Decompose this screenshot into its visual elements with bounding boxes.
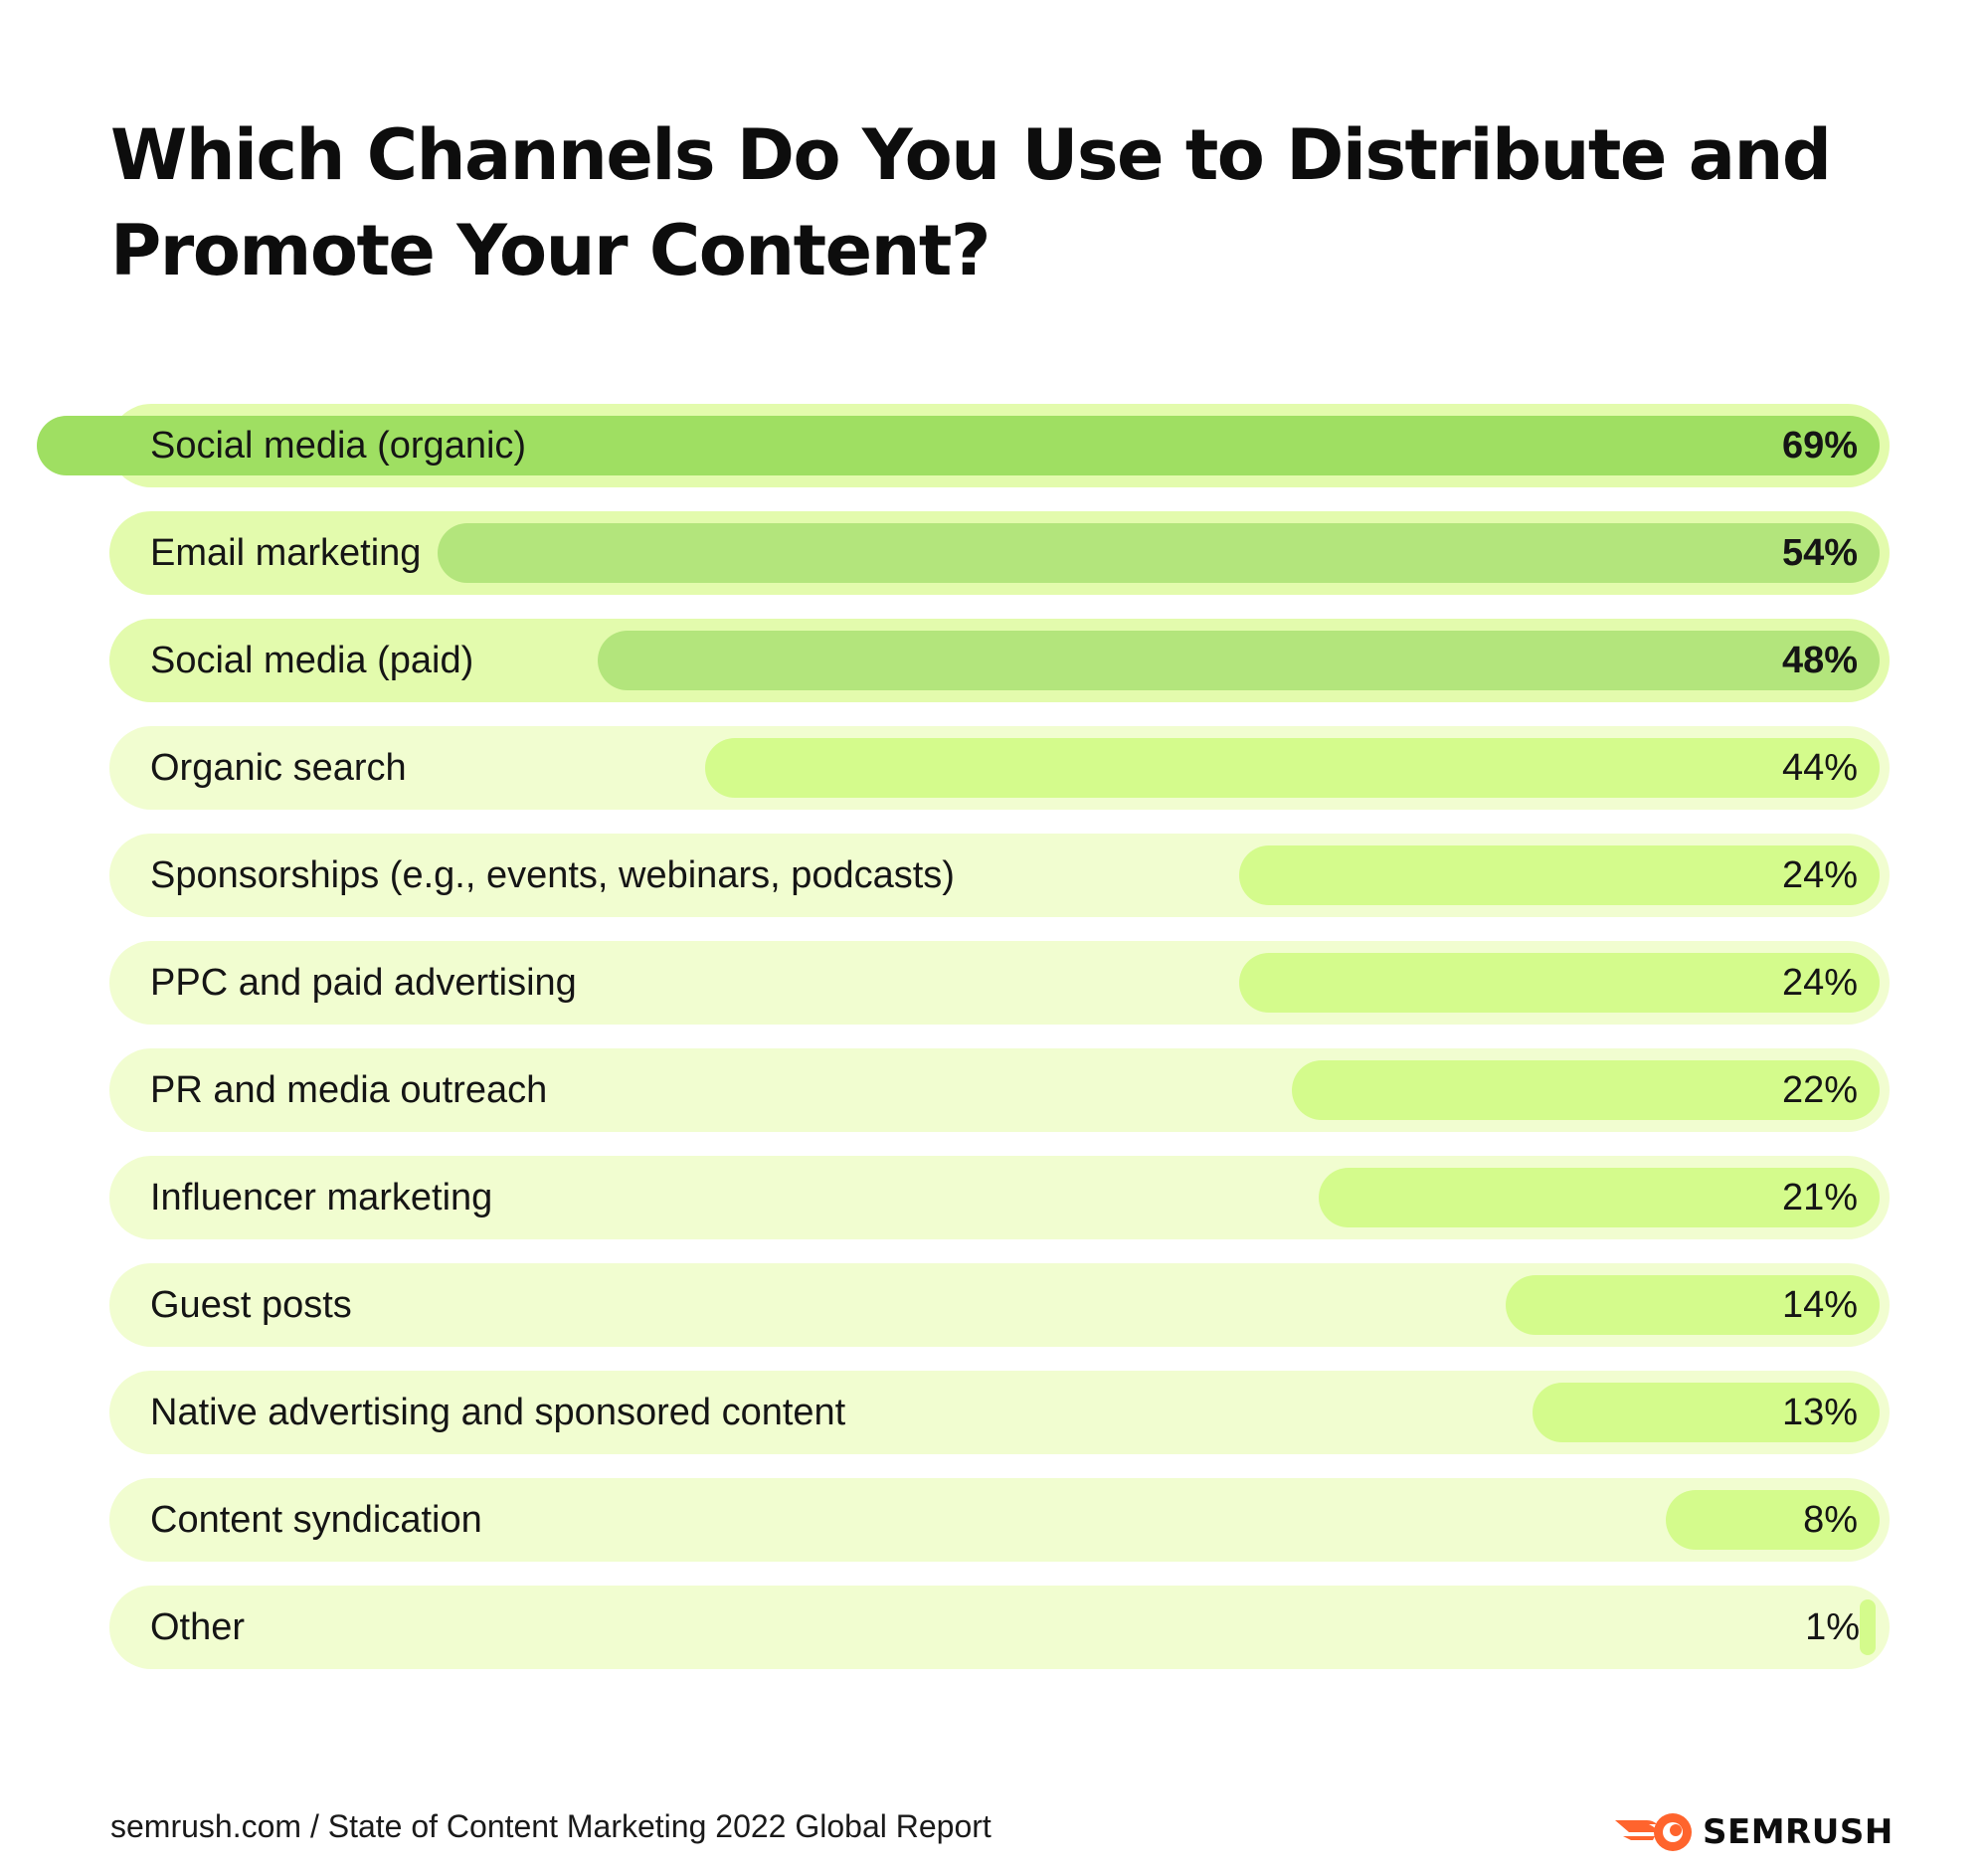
chart-bar (1860, 1599, 1876, 1655)
category-label: Social media (paid) (150, 640, 474, 681)
category-label: Organic search (150, 747, 407, 789)
value-label: 22% (1781, 1069, 1858, 1111)
value-label: 8% (1803, 1499, 1858, 1541)
chart-row: Organic search 44% (109, 726, 1890, 810)
chart-bar (705, 738, 1880, 798)
chart-row: Native advertising and sponsored content… (109, 1371, 1890, 1454)
value-label: 44% (1781, 747, 1858, 789)
category-label: Guest posts (150, 1284, 352, 1326)
chart-row: PR and media outreach 22% (109, 1048, 1890, 1132)
category-label: Other (150, 1606, 246, 1648)
category-label: PR and media outreach (150, 1069, 548, 1111)
chart-bar (1506, 1275, 1880, 1335)
category-label: Sponsorships (e.g., events, webinars, po… (150, 854, 955, 896)
chart-bar (1292, 1060, 1880, 1120)
value-label: 24% (1781, 962, 1858, 1004)
value-label: 69% (1781, 425, 1858, 467)
chart-bar (37, 416, 1880, 475)
semrush-fireball-icon (1615, 1813, 1692, 1851)
value-label: 1% (1805, 1606, 1860, 1648)
chart-bar (438, 523, 1880, 583)
bar-chart: Social media (organic) 69% Email marketing… (37, 404, 1890, 1669)
value-label: 54% (1781, 532, 1858, 574)
chart-bar (598, 631, 1880, 690)
category-label: Social media (organic) (150, 425, 527, 467)
value-label: 13% (1781, 1392, 1858, 1433)
chart-row: Social media (organic) 69% (37, 404, 1890, 487)
chart-row: Social media (paid) 48% (109, 619, 1890, 702)
chart-row: PPC and paid advertising 24% (109, 941, 1890, 1025)
category-label: Native advertising and sponsored content (150, 1392, 846, 1433)
semrush-logo: SEMRUSH (1613, 1810, 1894, 1854)
value-label: 14% (1781, 1284, 1858, 1326)
chart-bar (1319, 1168, 1880, 1227)
category-label: PPC and paid advertising (150, 962, 577, 1004)
source-citation: semrush.com / State of Content Marketing… (110, 1808, 992, 1844)
chart-title: Which Channels Do You Use to Distribute … (110, 114, 1832, 291)
value-label: 24% (1781, 854, 1858, 896)
chart-row: Other 1% (109, 1586, 1890, 1669)
chart-row: Guest posts 14% (109, 1263, 1890, 1347)
chart-bar (1666, 1490, 1880, 1550)
brand-name: SEMRUSH (1703, 1812, 1894, 1852)
chart-bar (1239, 953, 1880, 1013)
chart-row: Content syndication 8% (109, 1478, 1890, 1562)
value-label: 48% (1781, 640, 1858, 681)
category-label: Influencer marketing (150, 1177, 493, 1218)
chart-row: Influencer marketing 21% (109, 1156, 1890, 1239)
category-label: Content syndication (150, 1499, 482, 1541)
value-label: 21% (1781, 1177, 1858, 1218)
chart-bar (1239, 845, 1880, 905)
chart-row: Email marketing 54% (109, 511, 1890, 595)
category-label: Email marketing (150, 532, 422, 574)
chart-row: Sponsorships (e.g., events, webinars, po… (109, 834, 1890, 917)
chart-bar (1533, 1383, 1880, 1442)
